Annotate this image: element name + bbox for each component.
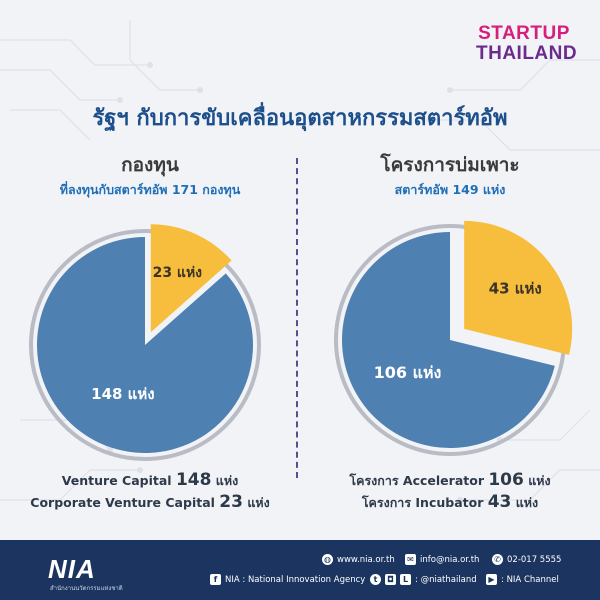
logo-line1: STARTUP [478,23,570,44]
section-divider [296,158,298,478]
pie-slice-main [36,237,254,453]
logo-line2: THAILAND [476,43,578,64]
legend-name: โครงการ Accelerator [349,473,484,488]
incubation-pie-chart: 106 แห่ง 43 แห่ง [334,220,573,456]
incubation-section-subtitle: สตาร์ทอัพ 149 แห่ง [394,182,506,197]
legend-name: โครงการ Incubator [361,495,484,510]
facebook-text: NIA : National Innovation Agency [225,574,366,585]
nia-logo-subtitle: สำนักงานนวัตกรรมแห่งชาติ [50,585,123,592]
footer-website[interactable]: ◍ www.nia.or.th [322,554,395,565]
email-text: info@nia.or.th [420,554,480,565]
incubation-section-title: โครงการบ่มเพาะ [380,154,520,176]
legend-value: 23 [219,492,243,512]
legend-name: Corporate Venture Capital [30,495,215,510]
fund-section-subtitle: ที่ลงทุนกับสตาร์ทอัพ 171 กองทุน [59,182,241,197]
youtube-icon: ▶ [486,574,497,585]
pie-slice-secondary [150,224,232,333]
nia-logo: NIA [48,554,96,584]
facebook-icon: f [210,574,221,585]
globe-icon: ◍ [322,554,333,565]
instagram-icon: ◘ [385,574,396,585]
fund-section-title: กองทุน [121,154,179,176]
startup-thailand-logo: STARTUP THAILAND [476,23,578,64]
mail-icon: ✉ [405,554,416,565]
pie-label-main: 106 แห่ง [374,363,442,382]
phone-text: 02-017 5555 [507,554,562,565]
phone-icon: ✆ [492,554,503,565]
incubation-legend-accelerator: โครงการ Accelerator 106 แห่ง [305,470,595,491]
twitter-icon: t [370,574,381,585]
website-text: www.nia.or.th [337,554,395,565]
footer-facebook[interactable]: f NIA : National Innovation Agency [210,574,365,585]
footer-email[interactable]: ✉ info@nia.or.th [405,554,479,565]
pie-ring [29,229,261,461]
fund-legend-vc: Venture Capital 148 แห่ง [5,470,295,491]
legend-value: 106 [488,470,524,490]
legend-value: 148 [175,470,212,490]
incubation-legend-incubator: โครงการ Incubator 43 แห่ง [305,492,595,513]
footer-social[interactable]: t ◘ L : @niathailand [370,574,477,585]
pie-label-secondary: 43 แห่ง [489,279,542,297]
youtube-text: : NIA Channel [501,574,559,585]
legend-unit: แห่ง [515,495,539,510]
pie-slice-secondary [464,220,573,355]
footer-phone[interactable]: ✆ 02-017 5555 [492,554,561,565]
legend-unit: แห่ง [247,495,270,510]
fund-legend-cvc: Corporate Venture Capital 23 แห่ง [5,492,295,513]
legend-value: 43 [487,492,512,512]
fund-pie-chart: 148 แห่ง 23 แห่ง [29,224,261,461]
footer-youtube[interactable]: ▶ : NIA Channel [486,574,559,585]
footer: NIA สำนักงานนวัตกรรมแห่งชาติ ◍ www.nia.o… [0,540,600,600]
social-handle-text: : @niathailand [415,574,477,585]
line-icon: L [400,574,411,585]
pie-label-secondary: 23 แห่ง [153,265,203,281]
pie-slice-main [342,232,555,448]
pie-label-main: 148 แห่ง [91,385,154,403]
legend-name: Venture Capital [61,473,172,488]
legend-unit: แห่ง [528,473,551,488]
page-title: รัฐฯ กับการขับเคลื่อนอุตสาหกรรมสตาร์ทอัพ [92,106,508,131]
legend-unit: แห่ง [215,473,239,488]
